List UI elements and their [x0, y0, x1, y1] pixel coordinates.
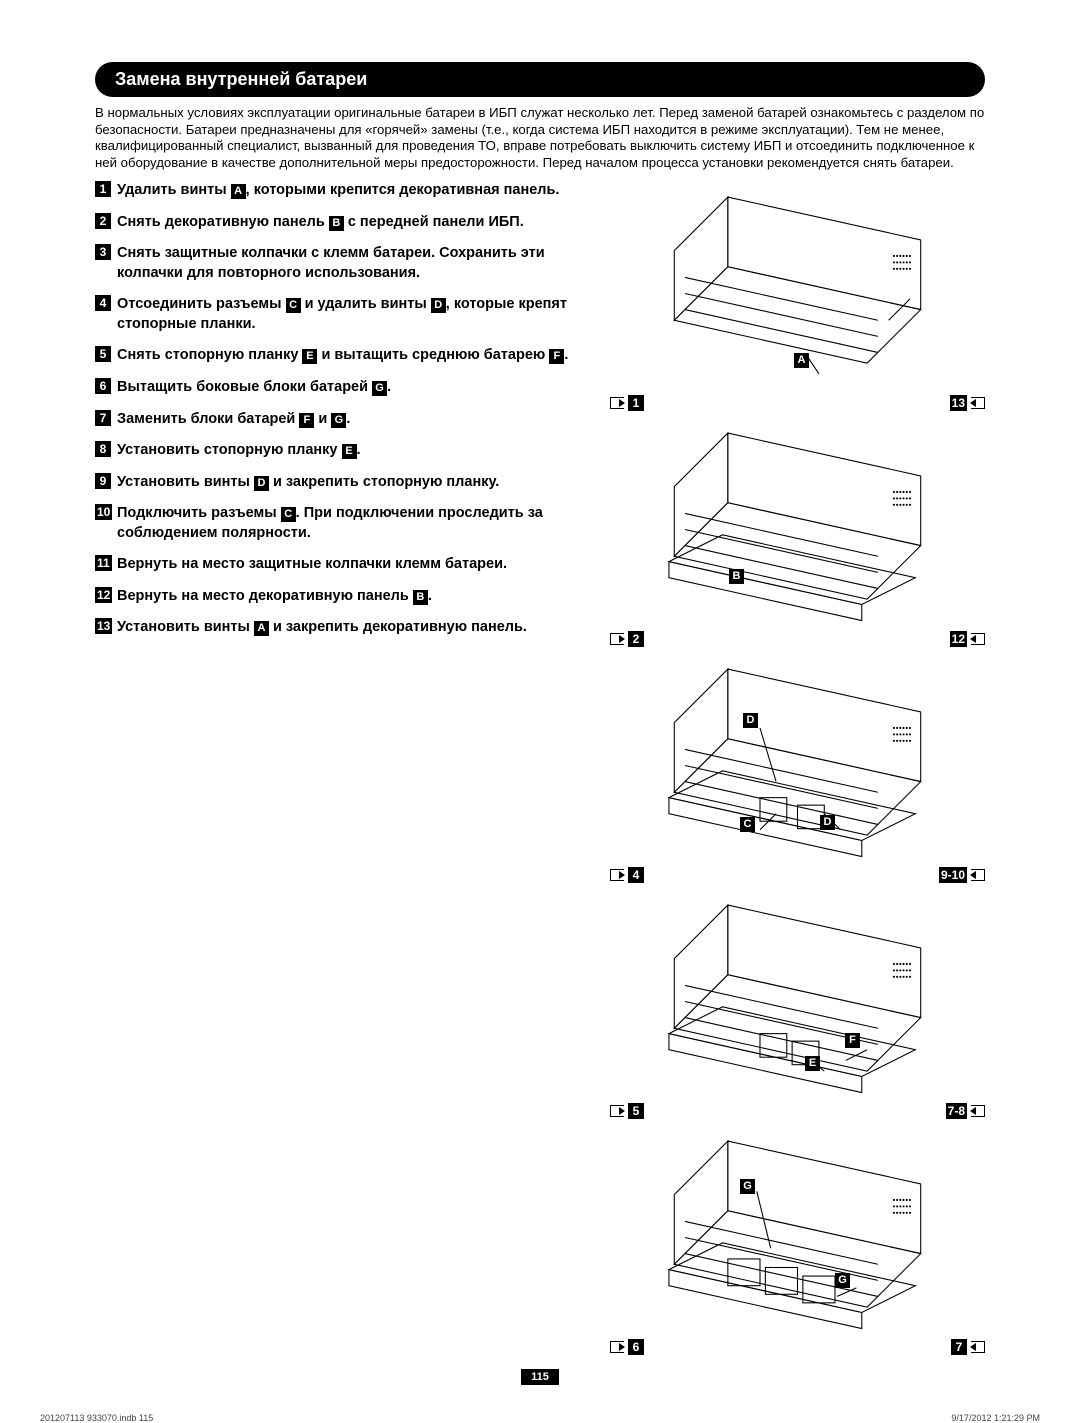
step: 7 Заменить блоки батарей F и G.	[95, 410, 595, 430]
figure-letter-badge: D	[820, 815, 835, 830]
letter-badge: B	[329, 216, 344, 231]
footer-right: 9/17/2012 1:21:29 PM	[951, 1413, 1040, 1423]
step-number-badge: 1	[95, 181, 111, 197]
step-number-badge: 4	[95, 295, 111, 311]
letter-badge: G	[372, 381, 387, 396]
figure-letter-badge: E	[805, 1056, 820, 1071]
figure-bracket: 4 9-10	[610, 867, 985, 883]
figure: B 2 12	[610, 417, 985, 647]
section-title: Замена внутренней батареи	[95, 62, 985, 97]
figure: F E 5 7-8	[610, 889, 985, 1119]
letter-badge: F	[549, 349, 564, 364]
figure-letter-badge: G	[740, 1179, 755, 1194]
figure-letter-badge: F	[845, 1033, 860, 1048]
footer-left: 201207113 933070.indb 115	[40, 1413, 153, 1423]
step-number-badge: 10	[95, 504, 112, 520]
figure-bracket: 2 12	[610, 631, 985, 647]
step-text: Установить стопорную планку E.	[117, 441, 595, 461]
step-text: Заменить блоки батарей F и G.	[117, 410, 595, 430]
step-text: Отсоединить разъемы C и удалить винты D,…	[117, 295, 595, 334]
step-number-badge: 12	[95, 587, 112, 603]
step: 10 Подключить разъемы C. При подключении …	[95, 504, 595, 543]
step: 1 Удалить винты A, которыми крепится деко…	[95, 181, 595, 201]
letter-badge: A	[254, 621, 269, 636]
step: 4 Отсоединить разъемы C и удалить винты D…	[95, 295, 595, 334]
figure-letter-badge: A	[794, 353, 809, 368]
footer: 201207113 933070.indb 115 9/17/2012 1:21…	[0, 1405, 1080, 1423]
figure-letter-badge: D	[743, 713, 758, 728]
step-number-badge: 3	[95, 244, 111, 260]
step-number-badge: 13	[95, 618, 112, 634]
step-text: Вернуть на место защитные колпачки клемм…	[117, 555, 595, 575]
step: 8 Установить стопорную планку E.	[95, 441, 595, 461]
step-number-badge: 11	[95, 555, 112, 571]
figures-column: A 1 13 B 2 12 D C D 4 9-10 F E 5 7-8	[610, 181, 985, 1355]
step-number-badge: 9	[95, 473, 111, 489]
page-number: 115	[95, 1367, 985, 1385]
letter-badge: C	[286, 298, 301, 313]
step: 5 Снять стопорную планку E и вытащить сре…	[95, 346, 595, 366]
step-text: Установить винты A и закрепить декоратив…	[117, 618, 595, 638]
step-text: Снять стопорную планку E и вытащить сред…	[117, 346, 595, 366]
letter-badge: E	[302, 349, 317, 364]
step: 3 Снять защитные колпачки с клемм батареи…	[95, 244, 595, 283]
figure-letter-badge: B	[729, 569, 744, 584]
step-text: Подключить разъемы C. При подключении пр…	[117, 504, 595, 543]
letter-badge: A	[231, 184, 246, 199]
letter-badge: B	[413, 590, 428, 605]
step-text: Вернуть на место декоративную панель B.	[117, 587, 595, 607]
letter-badge: E	[342, 444, 357, 459]
step-number-badge: 7	[95, 410, 111, 426]
step: 2 Снять декоративную панель B с передней …	[95, 213, 595, 233]
step-number-badge: 2	[95, 213, 111, 229]
step: 11 Вернуть на место защитные колпачки кле…	[95, 555, 595, 575]
step-text: Удалить винты A, которыми крепится декор…	[117, 181, 595, 201]
figure-bracket: 1 13	[610, 395, 985, 411]
figure: A 1 13	[610, 181, 985, 411]
steps-list: 1 Удалить винты A, которыми крепится деко…	[95, 181, 595, 1355]
step-text: Снять декоративную панель B с передней п…	[117, 213, 595, 233]
step-text: Установить винты D и закрепить стопорную…	[117, 473, 595, 493]
letter-badge: C	[281, 507, 296, 522]
letter-badge: G	[331, 413, 346, 428]
figure-letter-badge: C	[740, 817, 755, 832]
step-text: Снять защитные колпачки с клемм батареи.…	[117, 244, 595, 283]
intro-paragraph: В нормальных условиях эксплуатации ориги…	[95, 105, 985, 171]
step-number-badge: 8	[95, 441, 111, 457]
step: 12 Вернуть на место декоративную панель B…	[95, 587, 595, 607]
step-number-badge: 5	[95, 346, 111, 362]
figure-bracket: 5 7-8	[610, 1103, 985, 1119]
step-text: Вытащить боковые блоки батарей G.	[117, 378, 595, 398]
step: 9 Установить винты D и закрепить стопорну…	[95, 473, 595, 493]
step-number-badge: 6	[95, 378, 111, 394]
letter-badge: F	[299, 413, 314, 428]
figure: G G 6 7	[610, 1125, 985, 1355]
step: 13 Установить винты A и закрепить декорат…	[95, 618, 595, 638]
step: 6 Вытащить боковые блоки батарей G.	[95, 378, 595, 398]
figure-letter-badge: G	[835, 1273, 850, 1288]
letter-badge: D	[431, 298, 446, 313]
figure-bracket: 6 7	[610, 1339, 985, 1355]
figure: D C D 4 9-10	[610, 653, 985, 883]
letter-badge: D	[254, 476, 269, 491]
